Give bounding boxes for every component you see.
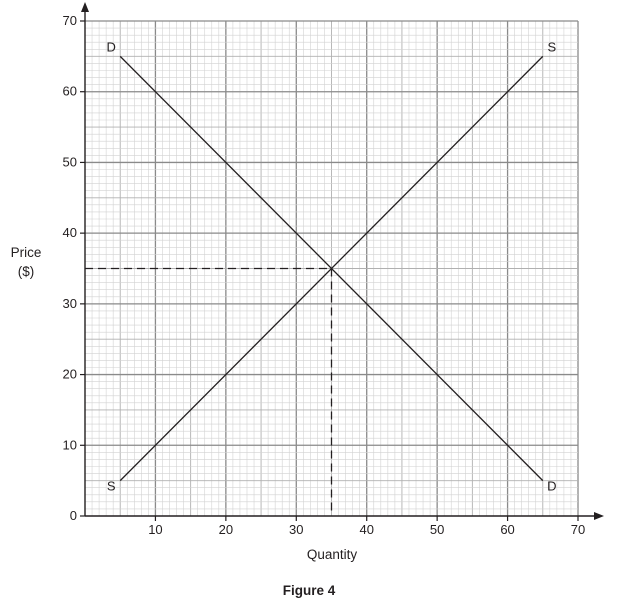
demand-curve-label: D [547,479,556,494]
x-axis-label: Quantity [307,547,358,562]
equilibrium-guides [85,267,333,516]
y-tick-label: 50 [63,154,77,169]
y-tick-label: 40 [63,225,77,240]
supply-curve [119,55,544,482]
supply-curve-label: S [547,39,556,54]
x-tick-label: 60 [500,522,514,537]
x-tick-label: 20 [219,522,233,537]
demand-curve-label: D [107,39,116,54]
supply-curve-label: S [107,479,116,494]
x-tick-label: 30 [289,522,303,537]
y-tick-label: 0 [70,508,77,523]
axes [81,2,604,520]
y-axis-arrowhead [81,2,89,12]
figure-caption: Figure 4 [283,583,336,598]
y-tick-label: 70 [63,13,77,28]
x-tick-label: 10 [148,522,162,537]
y-axis-label-unit: ($) [18,264,35,279]
y-tick-label: 60 [63,84,77,99]
x-tick-label: 50 [430,522,444,537]
x-axis-arrowhead [594,512,604,520]
x-tick-label: 40 [359,522,373,537]
series-lines [119,55,544,482]
x-tick-label: 70 [571,522,585,537]
y-axis-label-price: Price [11,245,42,260]
tick-labels: 10 20 30 40 50 60 70 0 10 20 30 40 50 60 70 [63,13,586,537]
y-tick-label: 20 [63,367,77,382]
curve-labels: D D S S [107,39,557,493]
y-tick-label: 10 [63,437,77,452]
y-tick-label: 30 [63,296,77,311]
